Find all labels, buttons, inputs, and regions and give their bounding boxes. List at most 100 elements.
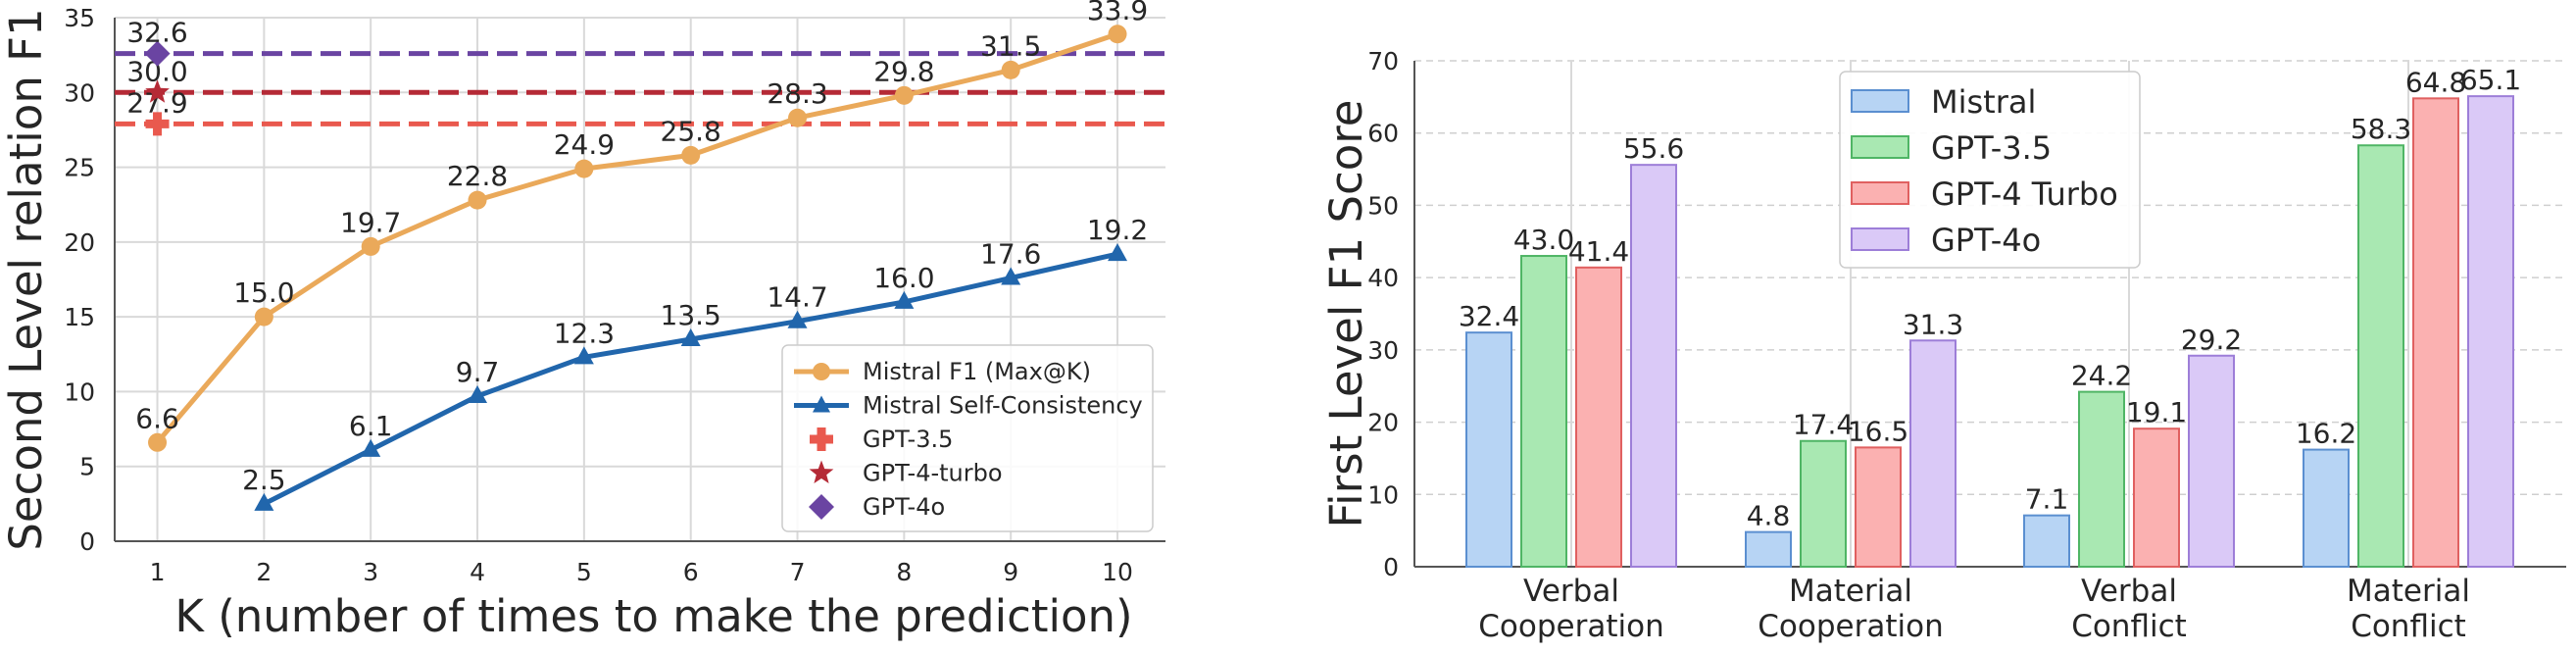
legend-marker (813, 363, 830, 380)
legend-swatch (1852, 182, 1908, 204)
bar (1521, 256, 1566, 567)
data-label: 17.6 (980, 237, 1041, 270)
bar (1746, 532, 1791, 567)
legend-swatch (1852, 228, 1908, 250)
x-tick-label: 5 (576, 558, 592, 586)
data-label: 33.9 (1087, 0, 1148, 26)
y-tick-label: 10 (64, 377, 95, 406)
bar (1856, 447, 1901, 567)
point-marker (574, 160, 593, 178)
bar (1466, 332, 1511, 567)
point-marker (788, 109, 807, 127)
data-label: 14.7 (767, 281, 827, 314)
bar (2024, 516, 2069, 567)
x-category-label: Material (2347, 574, 2470, 609)
y-tick-label: 70 (1367, 47, 1399, 75)
data-label: 2.5 (242, 464, 286, 496)
bar (1801, 441, 1846, 567)
data-label: 6.6 (135, 402, 179, 434)
bar-value-label: 19.1 (2126, 396, 2187, 428)
x-tick-label: 10 (1102, 558, 1133, 586)
data-label: 6.1 (349, 410, 393, 442)
x-tick-label: 1 (150, 558, 166, 586)
bar-value-label: 64.8 (2405, 66, 2466, 98)
bar-value-label: 32.4 (1459, 300, 1519, 332)
data-label: 19.7 (340, 206, 401, 238)
bar-value-label: 17.4 (1793, 409, 1854, 441)
bar-value-label: 24.2 (2071, 360, 2132, 392)
legend-label: Mistral F1 (Max@K) (863, 358, 1091, 385)
x-category-label: Cooperation (1478, 609, 1663, 644)
bar (2304, 450, 2349, 567)
x-tick-label: 8 (896, 558, 912, 586)
bar-value-label: 65.1 (2460, 64, 2521, 96)
bar (2413, 98, 2458, 567)
legend-label: GPT-3.5 (1931, 129, 2052, 167)
bar (1910, 340, 1956, 567)
point-marker (469, 191, 487, 210)
bar (2134, 428, 2179, 567)
x-tick-label: 2 (256, 558, 272, 586)
data-label: 15.0 (233, 276, 294, 309)
point-marker (1002, 61, 1020, 79)
legend-label: GPT-3.5 (863, 426, 953, 453)
point-marker (362, 237, 380, 256)
bar-value-label: 41.4 (1568, 235, 1629, 268)
legend-label: Mistral Self-Consistency (863, 392, 1143, 420)
bar-value-label: 16.2 (2296, 418, 2356, 450)
baseline-label: 32.6 (126, 17, 187, 49)
line-chart-second-level: 0 5 10 15 20 25 30 35 1 2 3 4 5 6 7 8 9 10 K (number of ti… (0, 0, 1165, 642)
bar-value-label: 7.1 (2025, 483, 2069, 516)
data-label: 9.7 (456, 356, 500, 388)
y-tick-label: 20 (64, 228, 95, 257)
x-category-label: Cooperation (1758, 609, 1943, 644)
bar-value-label: 29.2 (2181, 324, 2242, 356)
y-tick-label: 0 (1383, 553, 1399, 581)
data-label: 13.5 (661, 299, 721, 331)
x-category-label: Conflict (2071, 609, 2187, 644)
legend-label: GPT-4o (863, 493, 945, 521)
y-tick-label: 25 (64, 154, 95, 182)
legend-swatch (1852, 90, 1908, 112)
legend-label: GPT-4o (1931, 222, 2041, 259)
y-tick-label: 15 (64, 303, 95, 331)
bar-chart-first-level: 010203040506070VerbalCooperationMaterial… (1320, 47, 2566, 644)
legend-label: Mistral (1931, 83, 2036, 121)
data-label: 28.3 (767, 77, 827, 110)
bar-value-label: 55.6 (1623, 132, 1684, 165)
point-marker (895, 86, 914, 105)
x-tick-label: 7 (790, 558, 806, 586)
point-marker (1109, 25, 1127, 43)
data-label: 16.0 (873, 262, 934, 294)
y-tick-label: 35 (64, 4, 95, 32)
bar (2358, 145, 2403, 567)
point-marker (148, 433, 167, 452)
data-label: 12.3 (554, 317, 615, 349)
bar-value-label: 43.0 (1513, 224, 1574, 256)
x-axis-title: K (number of times to make the predictio… (174, 590, 1132, 642)
data-label: 19.2 (1087, 214, 1148, 246)
data-label: 22.8 (447, 160, 508, 192)
bar-value-label: 4.8 (1747, 500, 1791, 532)
x-category-label: Material (1789, 574, 1912, 609)
bar-value-label: 16.5 (1848, 415, 1908, 447)
bar (1576, 268, 1621, 567)
y-tick-label: 0 (79, 527, 95, 556)
data-label: 29.8 (873, 55, 934, 87)
x-category-label: Conflict (2351, 609, 2466, 644)
bar (2468, 96, 2513, 567)
legend-label: GPT-4 Turbo (1931, 176, 2118, 213)
data-label: 31.5 (980, 29, 1041, 62)
point-marker (681, 146, 700, 165)
bar-value-label: 31.3 (1903, 308, 1963, 340)
x-tick-label: 3 (363, 558, 378, 586)
data-label: 25.8 (661, 115, 721, 147)
bar (2079, 392, 2124, 567)
y-axis-title: Second Level relation F1 (0, 8, 52, 550)
x-category-label: Verbal (1523, 574, 1619, 609)
data-label: 24.9 (554, 128, 615, 161)
y-tick-label: 30 (64, 78, 95, 107)
legend-label: GPT-4-turbo (863, 460, 1003, 487)
y-tick-label: 5 (79, 453, 95, 481)
bar (2189, 356, 2234, 567)
